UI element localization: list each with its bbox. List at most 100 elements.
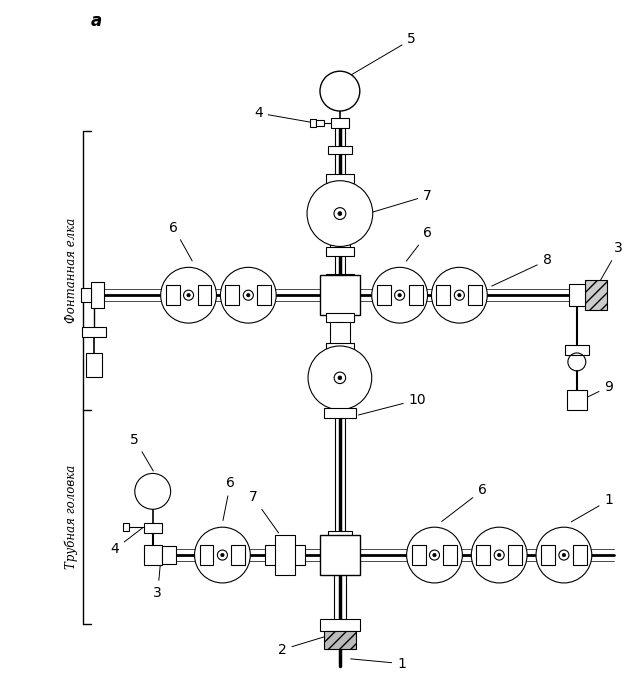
Bar [232,545,246,565]
Circle shape [221,553,224,557]
Circle shape [536,527,592,583]
Circle shape [432,267,487,323]
Bar [326,274,354,284]
Text: 1: 1 [351,657,406,671]
Text: 3: 3 [153,552,162,600]
Circle shape [338,376,342,379]
Circle shape [135,473,171,509]
Circle shape [187,294,191,297]
Circle shape [494,550,505,560]
Circle shape [320,71,360,111]
Circle shape [334,372,346,384]
Circle shape [398,294,401,297]
Bar [573,545,587,565]
Text: Трубная головка: Трубная головка [65,464,78,569]
Bar [166,285,180,305]
Circle shape [458,294,461,297]
Text: 2: 2 [278,636,325,657]
Bar [144,545,161,565]
Bar [569,284,585,306]
Bar [275,535,295,575]
Bar [444,545,458,565]
Text: 5: 5 [346,32,416,78]
Bar [197,285,211,305]
Circle shape [472,527,527,583]
Bar [451,285,468,305]
Bar [257,285,271,305]
Circle shape [454,290,465,300]
Circle shape [220,267,276,323]
Bar [324,408,356,418]
Bar [565,345,589,355]
Bar [320,619,360,631]
Circle shape [217,550,227,560]
Bar [508,545,522,565]
Bar [316,120,324,126]
Bar [91,282,104,308]
Text: 7: 7 [249,490,279,533]
Text: 4: 4 [111,528,142,556]
Circle shape [243,290,253,300]
Circle shape [338,212,342,216]
Text: 4: 4 [254,106,312,123]
Bar [225,285,239,305]
Bar [239,285,257,305]
Bar [265,545,305,565]
Circle shape [559,550,569,560]
Bar [81,288,91,302]
Bar [180,285,197,305]
Circle shape [184,290,194,300]
Bar [326,343,354,352]
Bar [408,285,423,305]
Bar [324,631,356,649]
Text: 9: 9 [584,379,613,399]
Bar [199,545,213,565]
Bar [326,174,354,183]
Text: 10: 10 [358,393,427,415]
Circle shape [406,527,462,583]
Bar [567,390,587,410]
Bar [331,118,349,128]
Text: 8: 8 [492,253,551,286]
Bar [328,531,352,541]
Bar [161,546,175,564]
Text: 1: 1 [572,493,613,522]
Circle shape [433,553,436,557]
Text: 6: 6 [442,484,487,521]
Circle shape [498,553,501,557]
Bar [82,327,106,337]
Text: 6: 6 [223,476,235,521]
Bar [326,313,354,322]
Bar [541,545,555,565]
Bar [425,545,444,565]
Bar [86,353,102,377]
Bar [326,247,354,256]
Bar [320,535,360,575]
Circle shape [247,294,250,297]
Text: Фонтанная елка: Фонтанная елка [65,218,78,323]
Text: a: a [91,12,102,30]
Bar [391,285,408,305]
Circle shape [334,208,346,219]
Bar [144,523,161,533]
Circle shape [161,267,216,323]
Text: 5: 5 [130,432,153,471]
Bar [320,275,360,315]
Text: 6: 6 [169,221,192,261]
Bar [555,545,573,565]
Circle shape [194,527,250,583]
Bar [213,545,232,565]
Bar [468,285,482,305]
Bar [330,176,350,251]
Circle shape [394,290,404,300]
Circle shape [372,267,427,323]
Circle shape [429,550,439,560]
Bar [437,285,451,305]
Circle shape [308,346,372,410]
Text: 7: 7 [370,188,432,213]
Bar [585,280,606,310]
Bar [411,545,425,565]
Bar [123,523,129,531]
Bar [328,146,352,154]
Circle shape [562,553,565,557]
